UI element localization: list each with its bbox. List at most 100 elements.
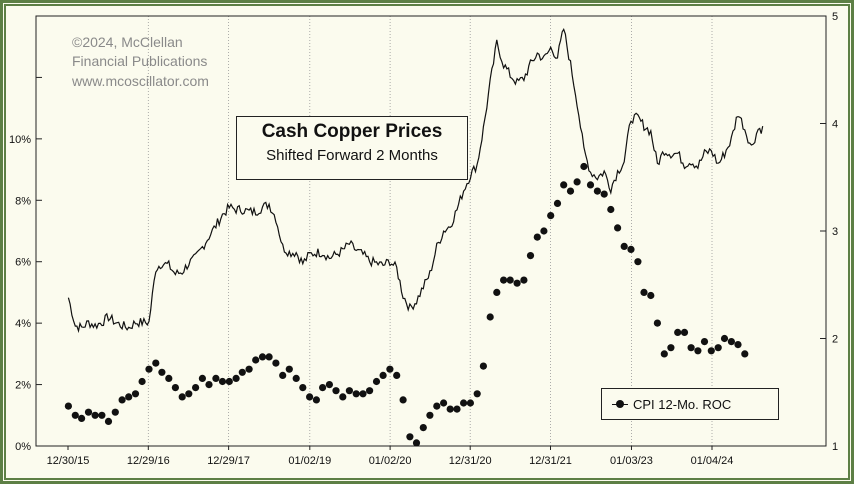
cpi-data-point <box>91 411 99 419</box>
chart-subtitle: Shifted Forward 2 Months <box>266 147 438 164</box>
cpi-data-point <box>667 344 675 352</box>
cpi-data-point <box>325 381 333 389</box>
x-tick-label: 12/30/15 <box>47 455 90 467</box>
cpi-data-point <box>566 187 575 195</box>
left-tick-label: 2% <box>15 380 31 392</box>
cpi-data-point <box>232 374 240 382</box>
credit-text: ©2024, McClellan Financial Publications … <box>71 34 209 89</box>
cpi-data-point <box>486 313 494 321</box>
legend-label: CPI 12-Mo. ROC <box>633 397 732 412</box>
cpi-data-point <box>252 356 260 364</box>
cpi-data-point <box>125 393 133 401</box>
cpi-data-point <box>412 439 421 447</box>
cpi-data-point <box>225 377 233 386</box>
x-tick-label: 01/02/19 <box>288 455 331 467</box>
cpi-data-point <box>386 365 394 373</box>
right-tick-label: 3 <box>832 226 838 238</box>
right-tick-label: 5 <box>832 11 838 23</box>
cpi-data-point <box>339 393 347 401</box>
cpi-data-point <box>460 399 468 407</box>
x-tick-label: 01/03/23 <box>610 455 653 467</box>
cpi-data-point <box>285 365 293 373</box>
chart-title-box: Cash Copper Prices Shifted Forward 2 Mon… <box>236 116 468 180</box>
cpi-data-point <box>306 393 314 401</box>
cpi-data-point <box>513 279 521 287</box>
cpi-data-point <box>473 390 481 398</box>
cpi-data-point <box>366 387 374 395</box>
cpi-data-point <box>64 402 72 410</box>
cpi-data-point <box>292 374 300 382</box>
credit-line-3: www.mcoscillator.com <box>71 73 209 89</box>
cpi-data-point <box>660 350 668 358</box>
cpi-data-point <box>245 365 253 373</box>
cpi-data-point <box>212 374 220 382</box>
cpi-data-point <box>687 344 695 352</box>
cpi-data-point <box>680 328 689 336</box>
cpi-data-point <box>620 242 628 250</box>
cpi-data-point <box>372 377 381 386</box>
cpi-data-point <box>700 338 709 346</box>
chart-title: Cash Copper Prices <box>261 121 443 142</box>
cpi-data-point <box>145 365 153 373</box>
cpi-data-point <box>111 408 119 416</box>
left-axis: 0% 2% 4% 6% 8% 10% <box>9 76 42 453</box>
x-tick-label: 12/29/17 <box>207 455 250 467</box>
cpi-data-point <box>158 368 166 376</box>
cpi-data-point <box>178 393 186 401</box>
cpi-data-point <box>78 414 86 422</box>
cpi-data-point <box>138 377 146 386</box>
cpi-data-point <box>466 399 474 407</box>
cpi-data-point <box>547 212 555 220</box>
cpi-data-point <box>500 276 508 284</box>
credit-line-1: ©2024, McClellan <box>72 34 183 50</box>
x-tick-label: 01/04/24 <box>691 455 734 467</box>
cpi-data-point <box>185 390 193 398</box>
cpi-data-point <box>573 178 581 186</box>
cpi-data-point <box>433 402 441 410</box>
cpi-data-point <box>171 384 179 392</box>
cpi-data-point <box>526 252 535 260</box>
cpi-data-point <box>560 181 568 189</box>
cpi-data-point <box>406 433 414 441</box>
cpi-data-point <box>647 291 655 300</box>
cpi-data-point <box>218 377 227 386</box>
cpi-data-point <box>714 344 722 352</box>
cpi-data-point <box>205 381 213 389</box>
cpi-data-point <box>614 224 622 232</box>
cpi-data-point <box>319 384 327 392</box>
cpi-data-point <box>593 187 602 195</box>
series-line-copper <box>67 28 764 334</box>
cpi-data-point <box>299 384 307 392</box>
cpi-data-point <box>198 374 206 382</box>
cpi-data-point <box>627 245 635 253</box>
legend: CPI 12-Mo. ROC <box>601 388 779 420</box>
cpi-data-point <box>192 384 200 392</box>
cpi-data-point <box>165 374 173 382</box>
cpi-data-point <box>694 347 702 355</box>
x-axis: 12/30/15 12/29/16 12/29/17 01/02/19 01/02/20… <box>47 446 734 467</box>
left-tick-label: 8% <box>15 195 31 207</box>
cpi-data-point <box>653 319 662 327</box>
cpi-data-point <box>312 396 320 404</box>
cpi-data-point <box>426 411 434 419</box>
cpi-data-point <box>741 350 749 358</box>
cpi-data-point <box>84 408 93 416</box>
cpi-data-point <box>600 190 608 198</box>
cpi-data-point <box>540 227 548 235</box>
cpi-data-point <box>345 387 353 395</box>
cpi-data-point <box>446 405 454 413</box>
cpi-data-point <box>265 353 273 361</box>
right-tick-label: 2 <box>832 334 838 346</box>
right-tick-label: 1 <box>832 441 838 453</box>
cpi-data-point <box>533 233 541 241</box>
cpi-data-point <box>506 276 514 284</box>
cpi-data-point <box>71 411 79 419</box>
cpi-data-point <box>393 371 401 379</box>
series-dots-cpi <box>64 162 749 447</box>
cpi-data-point <box>634 258 642 266</box>
cpi-data-point <box>707 347 715 355</box>
cpi-data-point <box>332 387 340 395</box>
cpi-data-point <box>399 396 407 404</box>
cpi-data-point <box>453 405 461 413</box>
cpi-data-point <box>674 328 682 336</box>
